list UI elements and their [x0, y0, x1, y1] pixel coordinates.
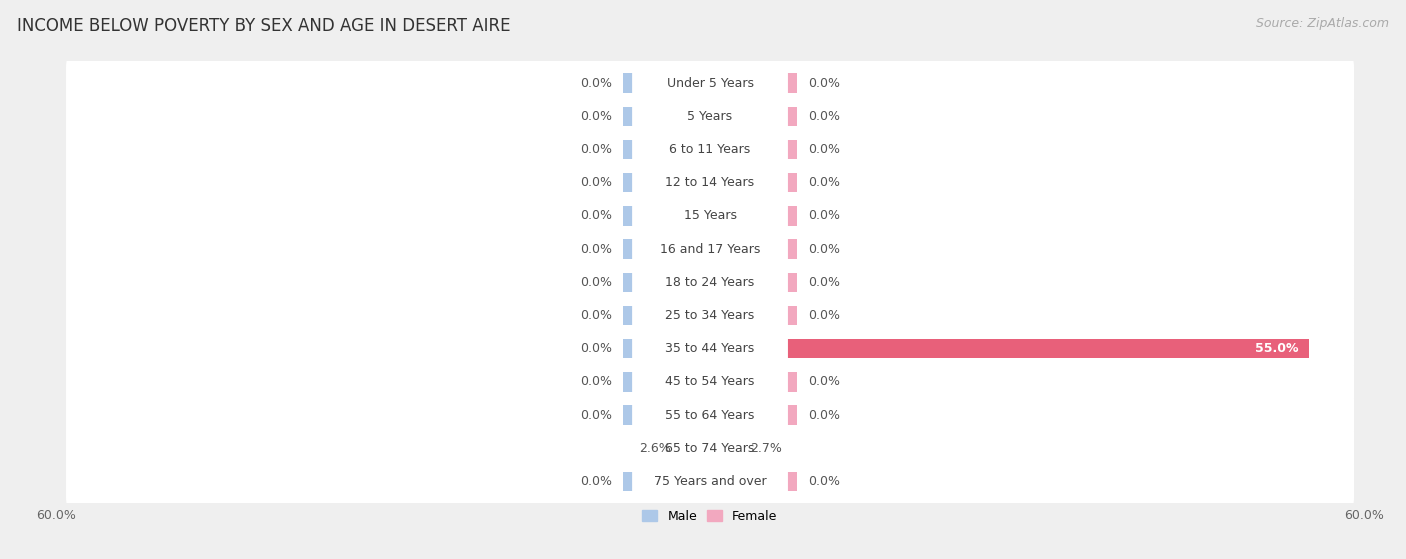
Bar	[710, 73, 797, 93]
Bar	[623, 472, 710, 491]
Bar	[623, 405, 710, 425]
FancyBboxPatch shape	[66, 456, 1354, 507]
Text: INCOME BELOW POVERTY BY SEX AND AGE IN DESERT AIRE: INCOME BELOW POVERTY BY SEX AND AGE IN D…	[17, 17, 510, 35]
Bar	[623, 107, 710, 126]
Text: 0.0%: 0.0%	[579, 342, 612, 355]
Text: 0.0%: 0.0%	[808, 77, 841, 89]
Text: 0.0%: 0.0%	[579, 309, 612, 322]
Text: 25 to 34 Years: 25 to 34 Years	[665, 309, 755, 322]
Bar	[710, 206, 797, 225]
Bar	[710, 173, 797, 192]
FancyBboxPatch shape	[633, 135, 787, 164]
Text: 0.0%: 0.0%	[808, 143, 841, 156]
Text: 35 to 44 Years: 35 to 44 Years	[665, 342, 755, 355]
Text: 5 Years: 5 Years	[688, 110, 733, 123]
FancyBboxPatch shape	[633, 301, 787, 330]
Text: 0.0%: 0.0%	[579, 475, 612, 488]
Bar	[623, 239, 710, 259]
FancyBboxPatch shape	[66, 157, 1354, 209]
FancyBboxPatch shape	[633, 467, 787, 496]
Text: 18 to 24 Years: 18 to 24 Years	[665, 276, 755, 289]
Bar	[710, 339, 1309, 358]
Bar	[623, 73, 710, 93]
Text: 75 Years and over: 75 Years and over	[654, 475, 766, 488]
Bar	[623, 372, 710, 391]
Text: 15 Years: 15 Years	[683, 210, 737, 222]
Text: 0.0%: 0.0%	[579, 210, 612, 222]
Text: 0.0%: 0.0%	[808, 110, 841, 123]
Text: 0.0%: 0.0%	[579, 77, 612, 89]
Text: 0.0%: 0.0%	[579, 409, 612, 421]
Text: 0.0%: 0.0%	[808, 176, 841, 189]
Bar	[710, 140, 797, 159]
FancyBboxPatch shape	[633, 201, 787, 230]
FancyBboxPatch shape	[66, 356, 1354, 408]
Text: 0.0%: 0.0%	[808, 475, 841, 488]
Bar	[682, 439, 710, 458]
Bar	[623, 339, 710, 358]
Bar	[710, 273, 797, 292]
Text: Under 5 Years: Under 5 Years	[666, 77, 754, 89]
Text: 0.0%: 0.0%	[808, 243, 841, 255]
FancyBboxPatch shape	[66, 323, 1354, 375]
Bar	[710, 306, 797, 325]
Bar	[710, 107, 797, 126]
Text: Source: ZipAtlas.com: Source: ZipAtlas.com	[1256, 17, 1389, 30]
FancyBboxPatch shape	[633, 434, 787, 463]
FancyBboxPatch shape	[66, 257, 1354, 308]
FancyBboxPatch shape	[633, 234, 787, 264]
FancyBboxPatch shape	[66, 124, 1354, 175]
Text: 55.0%: 55.0%	[1256, 342, 1298, 355]
Text: 0.0%: 0.0%	[579, 110, 612, 123]
FancyBboxPatch shape	[66, 390, 1354, 440]
FancyBboxPatch shape	[633, 102, 787, 131]
Text: 2.6%: 2.6%	[640, 442, 671, 455]
Text: 0.0%: 0.0%	[808, 210, 841, 222]
Bar	[623, 273, 710, 292]
FancyBboxPatch shape	[66, 224, 1354, 274]
Text: 0.0%: 0.0%	[808, 276, 841, 289]
FancyBboxPatch shape	[66, 190, 1354, 241]
Legend: Male, Female: Male, Female	[637, 505, 783, 528]
Text: 6 to 11 Years: 6 to 11 Years	[669, 143, 751, 156]
Text: 55 to 64 Years: 55 to 64 Years	[665, 409, 755, 421]
Text: 0.0%: 0.0%	[808, 409, 841, 421]
Text: 0.0%: 0.0%	[579, 276, 612, 289]
Bar	[623, 140, 710, 159]
Bar	[710, 239, 797, 259]
Text: 45 to 54 Years: 45 to 54 Years	[665, 376, 755, 389]
FancyBboxPatch shape	[633, 268, 787, 297]
FancyBboxPatch shape	[633, 68, 787, 98]
FancyBboxPatch shape	[633, 367, 787, 396]
Text: 0.0%: 0.0%	[808, 376, 841, 389]
Bar	[710, 439, 740, 458]
Text: 0.0%: 0.0%	[579, 143, 612, 156]
Text: 0.0%: 0.0%	[579, 243, 612, 255]
FancyBboxPatch shape	[66, 91, 1354, 142]
Bar	[710, 472, 797, 491]
FancyBboxPatch shape	[633, 400, 787, 430]
FancyBboxPatch shape	[66, 423, 1354, 474]
Bar	[623, 206, 710, 225]
FancyBboxPatch shape	[66, 290, 1354, 341]
Text: 12 to 14 Years: 12 to 14 Years	[665, 176, 755, 189]
Text: 0.0%: 0.0%	[808, 309, 841, 322]
Bar	[710, 405, 797, 425]
Text: 0.0%: 0.0%	[579, 176, 612, 189]
FancyBboxPatch shape	[633, 168, 787, 197]
Text: 2.7%: 2.7%	[751, 442, 782, 455]
Text: 0.0%: 0.0%	[579, 376, 612, 389]
Bar	[710, 372, 797, 391]
FancyBboxPatch shape	[633, 334, 787, 363]
FancyBboxPatch shape	[66, 58, 1354, 108]
Bar	[623, 306, 710, 325]
Text: 65 to 74 Years: 65 to 74 Years	[665, 442, 755, 455]
Text: 16 and 17 Years: 16 and 17 Years	[659, 243, 761, 255]
Bar	[623, 173, 710, 192]
